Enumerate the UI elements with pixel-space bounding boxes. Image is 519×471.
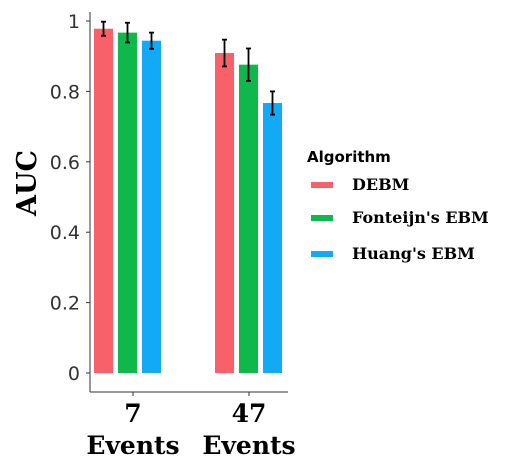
bar-huang-s-ebm-0 bbox=[142, 40, 161, 373]
legend-label: DEBM bbox=[352, 175, 409, 194]
y-tick-label: 0.2 bbox=[50, 293, 80, 315]
x-category-label-line2: Events bbox=[86, 431, 179, 460]
y-tick-label: 0 bbox=[68, 363, 80, 385]
y-axis-label: AUC bbox=[12, 150, 43, 217]
x-axis-labels: 7 Events 47 Events bbox=[86, 392, 296, 460]
bar-debm-1 bbox=[215, 53, 234, 373]
x-category-label-line2: Events bbox=[202, 431, 295, 460]
legend: Algorithm DEBM Fonteijn's EBM Huang's EBM bbox=[307, 148, 489, 263]
y-tick-label: 0.4 bbox=[50, 222, 80, 244]
bar-fonteijn-s-ebm-1 bbox=[239, 64, 258, 373]
y-axis-ticks: 0 0.2 0.4 0.6 0.8 1 bbox=[50, 11, 90, 385]
x-category-label-line1: 7 bbox=[124, 399, 141, 428]
y-tick-label: 0.6 bbox=[50, 152, 80, 174]
bar-fonteijn-s-ebm-0 bbox=[118, 32, 137, 374]
y-tick-label: 0.8 bbox=[50, 81, 80, 103]
bars-group bbox=[94, 20, 282, 374]
bar-debm-0 bbox=[94, 28, 113, 374]
legend-label: Huang's EBM bbox=[352, 244, 475, 263]
y-tick-label: 1 bbox=[68, 11, 80, 33]
legend-title: Algorithm bbox=[307, 148, 391, 166]
bar-huang-s-ebm-1 bbox=[263, 103, 282, 374]
x-category-label-line1: 47 bbox=[232, 399, 267, 428]
legend-label: Fonteijn's EBM bbox=[352, 208, 489, 227]
